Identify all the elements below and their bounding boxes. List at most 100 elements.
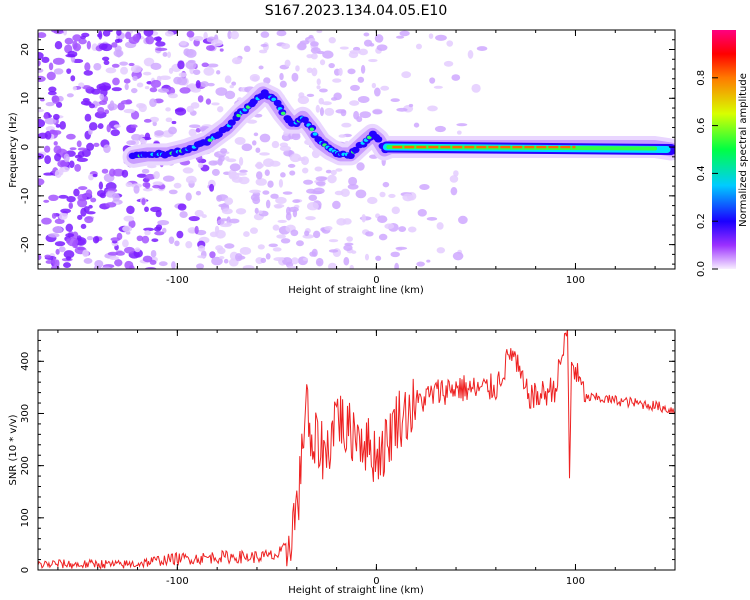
noise-blob [99,93,105,101]
noise-blob [123,246,135,254]
noise-blob [339,46,349,50]
noise-blob [141,197,146,206]
noise-blob [450,187,458,196]
noise-blob [179,40,187,46]
noise-blob [435,34,447,41]
noise-blob [259,152,270,156]
noise-blob [157,88,170,93]
noise-blob [157,219,170,226]
noise-blob [75,236,87,246]
noise-blob [371,82,377,89]
noise-blob [106,124,111,133]
noise-blob [265,253,271,260]
noise-blob [116,30,122,36]
noise-blob [83,257,93,264]
noise-blob [168,126,178,135]
noise-blob [458,215,468,225]
noise-blob [139,137,146,144]
noise-blob [391,206,400,215]
noise-blob [77,214,83,220]
noise-blob [220,148,228,154]
spectrogram-y-tick-label: 10 [20,92,31,105]
noise-blob [176,230,184,239]
noise-blob [152,184,161,189]
noise-blob [105,202,117,208]
noise-blob [313,230,321,239]
noise-blob [112,193,120,202]
noise-blob [269,160,281,167]
noise-blob [133,30,144,33]
noise-blob [38,32,47,39]
noise-blob [158,261,168,267]
noise-blob [224,197,234,206]
colorbar-tick-label: 0.8 [696,70,707,86]
noise-blob [48,86,57,93]
noise-blob [136,82,144,88]
noise-blob [51,95,60,104]
noise-blob [136,103,146,109]
noise-blob [150,62,162,70]
noise-blob [330,169,337,176]
noise-blob [279,145,291,152]
noise-blob [428,33,434,39]
noise-blob [278,178,284,188]
noise-blob [265,199,271,209]
noise-blob [76,157,89,162]
noise-blob [159,75,171,80]
snr-y-axis-label: SNR (10 * v/v) [8,414,19,485]
noise-blob [120,66,129,75]
noise-blob [105,67,117,74]
noise-blob [229,218,240,224]
noise-blob [144,182,151,189]
noise-blob [66,93,74,98]
noise-blob [195,80,201,89]
noise-blob [58,246,66,253]
noise-blob [365,231,374,237]
noise-blob [328,62,335,69]
snr-x-tick-label: 100 [566,576,585,587]
noise-blob [234,136,246,145]
noise-blob [272,224,280,231]
noise-blob [171,120,177,125]
noise-blob [69,147,77,151]
figure-title: S167.2023.134.04.05.E10 [265,3,448,19]
noise-blob [194,209,204,217]
noise-blob [82,98,90,102]
noise-blob [211,39,223,47]
noise-blob [343,257,350,266]
noise-blob [243,45,251,53]
noise-blob [114,45,122,53]
noise-blob [46,71,56,81]
noise-blob [340,188,350,197]
noise-blob [80,100,92,106]
noise-blob [218,203,229,208]
noise-blob [101,266,112,269]
noise-blob [112,77,120,86]
noise-blob [282,191,293,195]
noise-blob [353,110,360,120]
noise-blob [43,172,54,176]
noise-blob [59,121,66,130]
noise-blob [273,257,285,262]
colorbar-tick-label: 0.6 [696,118,707,134]
noise-blob [72,58,84,64]
noise-blob [38,178,45,186]
noise-blob [39,98,45,102]
noise-blob [93,142,100,147]
noise-blob [188,124,201,129]
noise-blob [54,41,63,50]
noise-blob [91,88,101,95]
noise-blob [367,196,378,205]
noise-blob [38,108,45,113]
noise-blob [152,121,157,127]
noise-blob [476,46,488,52]
noise-blob [52,113,60,120]
noise-blob [155,41,166,47]
noise-blob [304,230,310,237]
ridge-blob [300,116,309,123]
noise-blob [239,169,248,173]
noise-blob [374,87,381,97]
noise-blob [231,81,237,86]
noise-blob [395,246,408,250]
